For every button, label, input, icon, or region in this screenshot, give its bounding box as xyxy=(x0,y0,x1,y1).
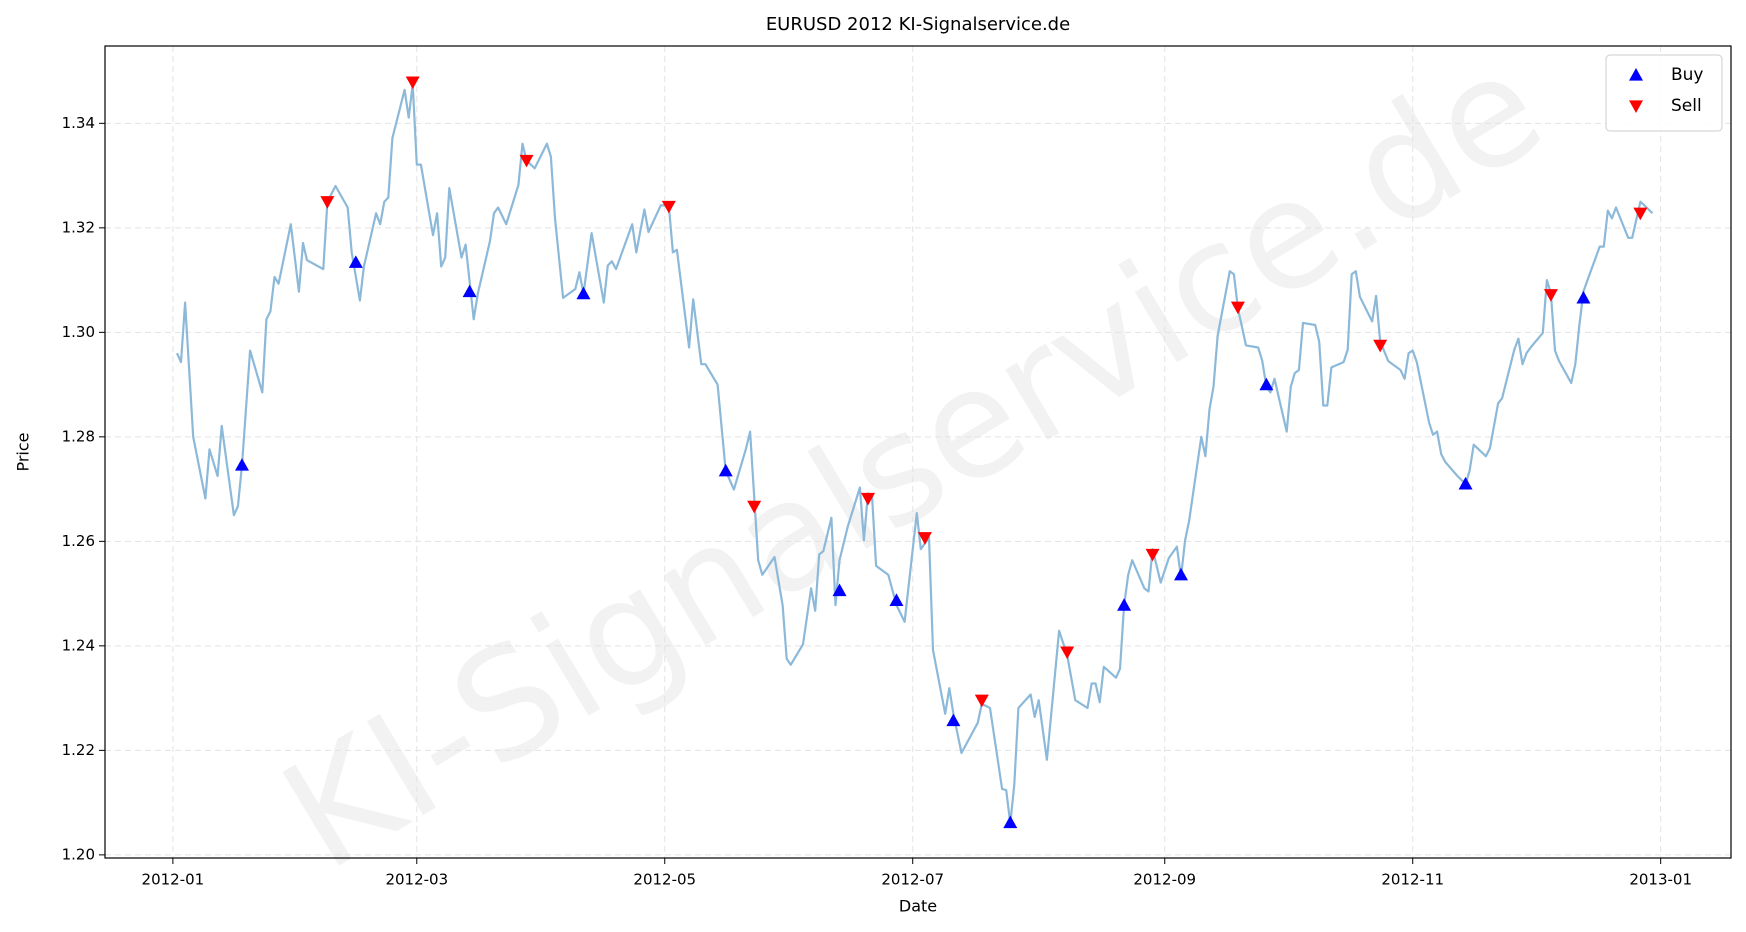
signal-marker xyxy=(348,255,363,268)
y-tick-label: 1.26 xyxy=(62,532,95,550)
legend-marker xyxy=(1629,100,1643,113)
signal-marker xyxy=(1458,476,1473,490)
y-axis-label: Price xyxy=(14,432,33,471)
x-axis-label: Date xyxy=(899,897,937,916)
signal-marker xyxy=(1117,598,1132,611)
signal-marker xyxy=(1543,289,1558,302)
signal-marker xyxy=(718,463,733,477)
signal-marker xyxy=(234,458,249,471)
signal-marker xyxy=(405,76,420,90)
x-tick-label: 2012-01 xyxy=(142,871,205,889)
plot-area xyxy=(105,46,1731,858)
signal-marker xyxy=(861,492,876,506)
chart-title: EURUSD 2012 KI-Signalservice.de xyxy=(766,14,1070,35)
y-tick-label: 1.32 xyxy=(62,218,95,236)
signal-marker xyxy=(1230,301,1245,315)
signal-marker xyxy=(1060,646,1075,660)
signal-marker xyxy=(1373,339,1388,353)
legend-box xyxy=(1605,54,1723,132)
signal-marker xyxy=(832,583,847,597)
x-tick-label: 2012-11 xyxy=(1381,871,1444,889)
signal-marker xyxy=(946,713,961,727)
signal-marker xyxy=(1259,377,1274,391)
x-tick-label: 2012-09 xyxy=(1133,871,1196,889)
legend: Buy Sell xyxy=(1605,54,1723,132)
axes-frame xyxy=(104,45,1732,859)
signal-marker xyxy=(462,284,477,298)
y-tick-label: 1.22 xyxy=(62,741,95,759)
x-tick-label: 2013-01 xyxy=(1629,871,1692,889)
signal-marker xyxy=(974,694,989,708)
y-tick-label: 1.20 xyxy=(62,845,95,863)
x-tick-label: 2012-03 xyxy=(385,871,448,889)
signal-marker xyxy=(519,154,534,168)
signal-marker xyxy=(320,196,335,209)
x-tick-label: 2012-07 xyxy=(881,871,944,889)
legend-label: Sell xyxy=(1671,96,1702,116)
signal-marker xyxy=(747,500,762,514)
signal-marker xyxy=(661,200,676,214)
signal-marker xyxy=(1003,815,1018,829)
y-tick-label: 1.34 xyxy=(62,114,95,132)
y-tick-label: 1.24 xyxy=(62,636,95,654)
y-tick-label: 1.30 xyxy=(62,323,95,341)
x-tick-label: 2012-05 xyxy=(633,871,696,889)
signal-marker xyxy=(1174,567,1189,581)
signal-marker xyxy=(576,286,591,300)
price-line xyxy=(175,83,1654,825)
signal-marker xyxy=(1145,548,1160,562)
signal-marker xyxy=(889,593,904,606)
signal-marker xyxy=(917,532,932,545)
signal-marker xyxy=(1633,207,1648,221)
legend-marker xyxy=(1629,68,1643,81)
signal-marker xyxy=(1576,290,1591,304)
y-tick-label: 1.28 xyxy=(62,427,95,445)
legend-label: Buy xyxy=(1671,65,1704,85)
